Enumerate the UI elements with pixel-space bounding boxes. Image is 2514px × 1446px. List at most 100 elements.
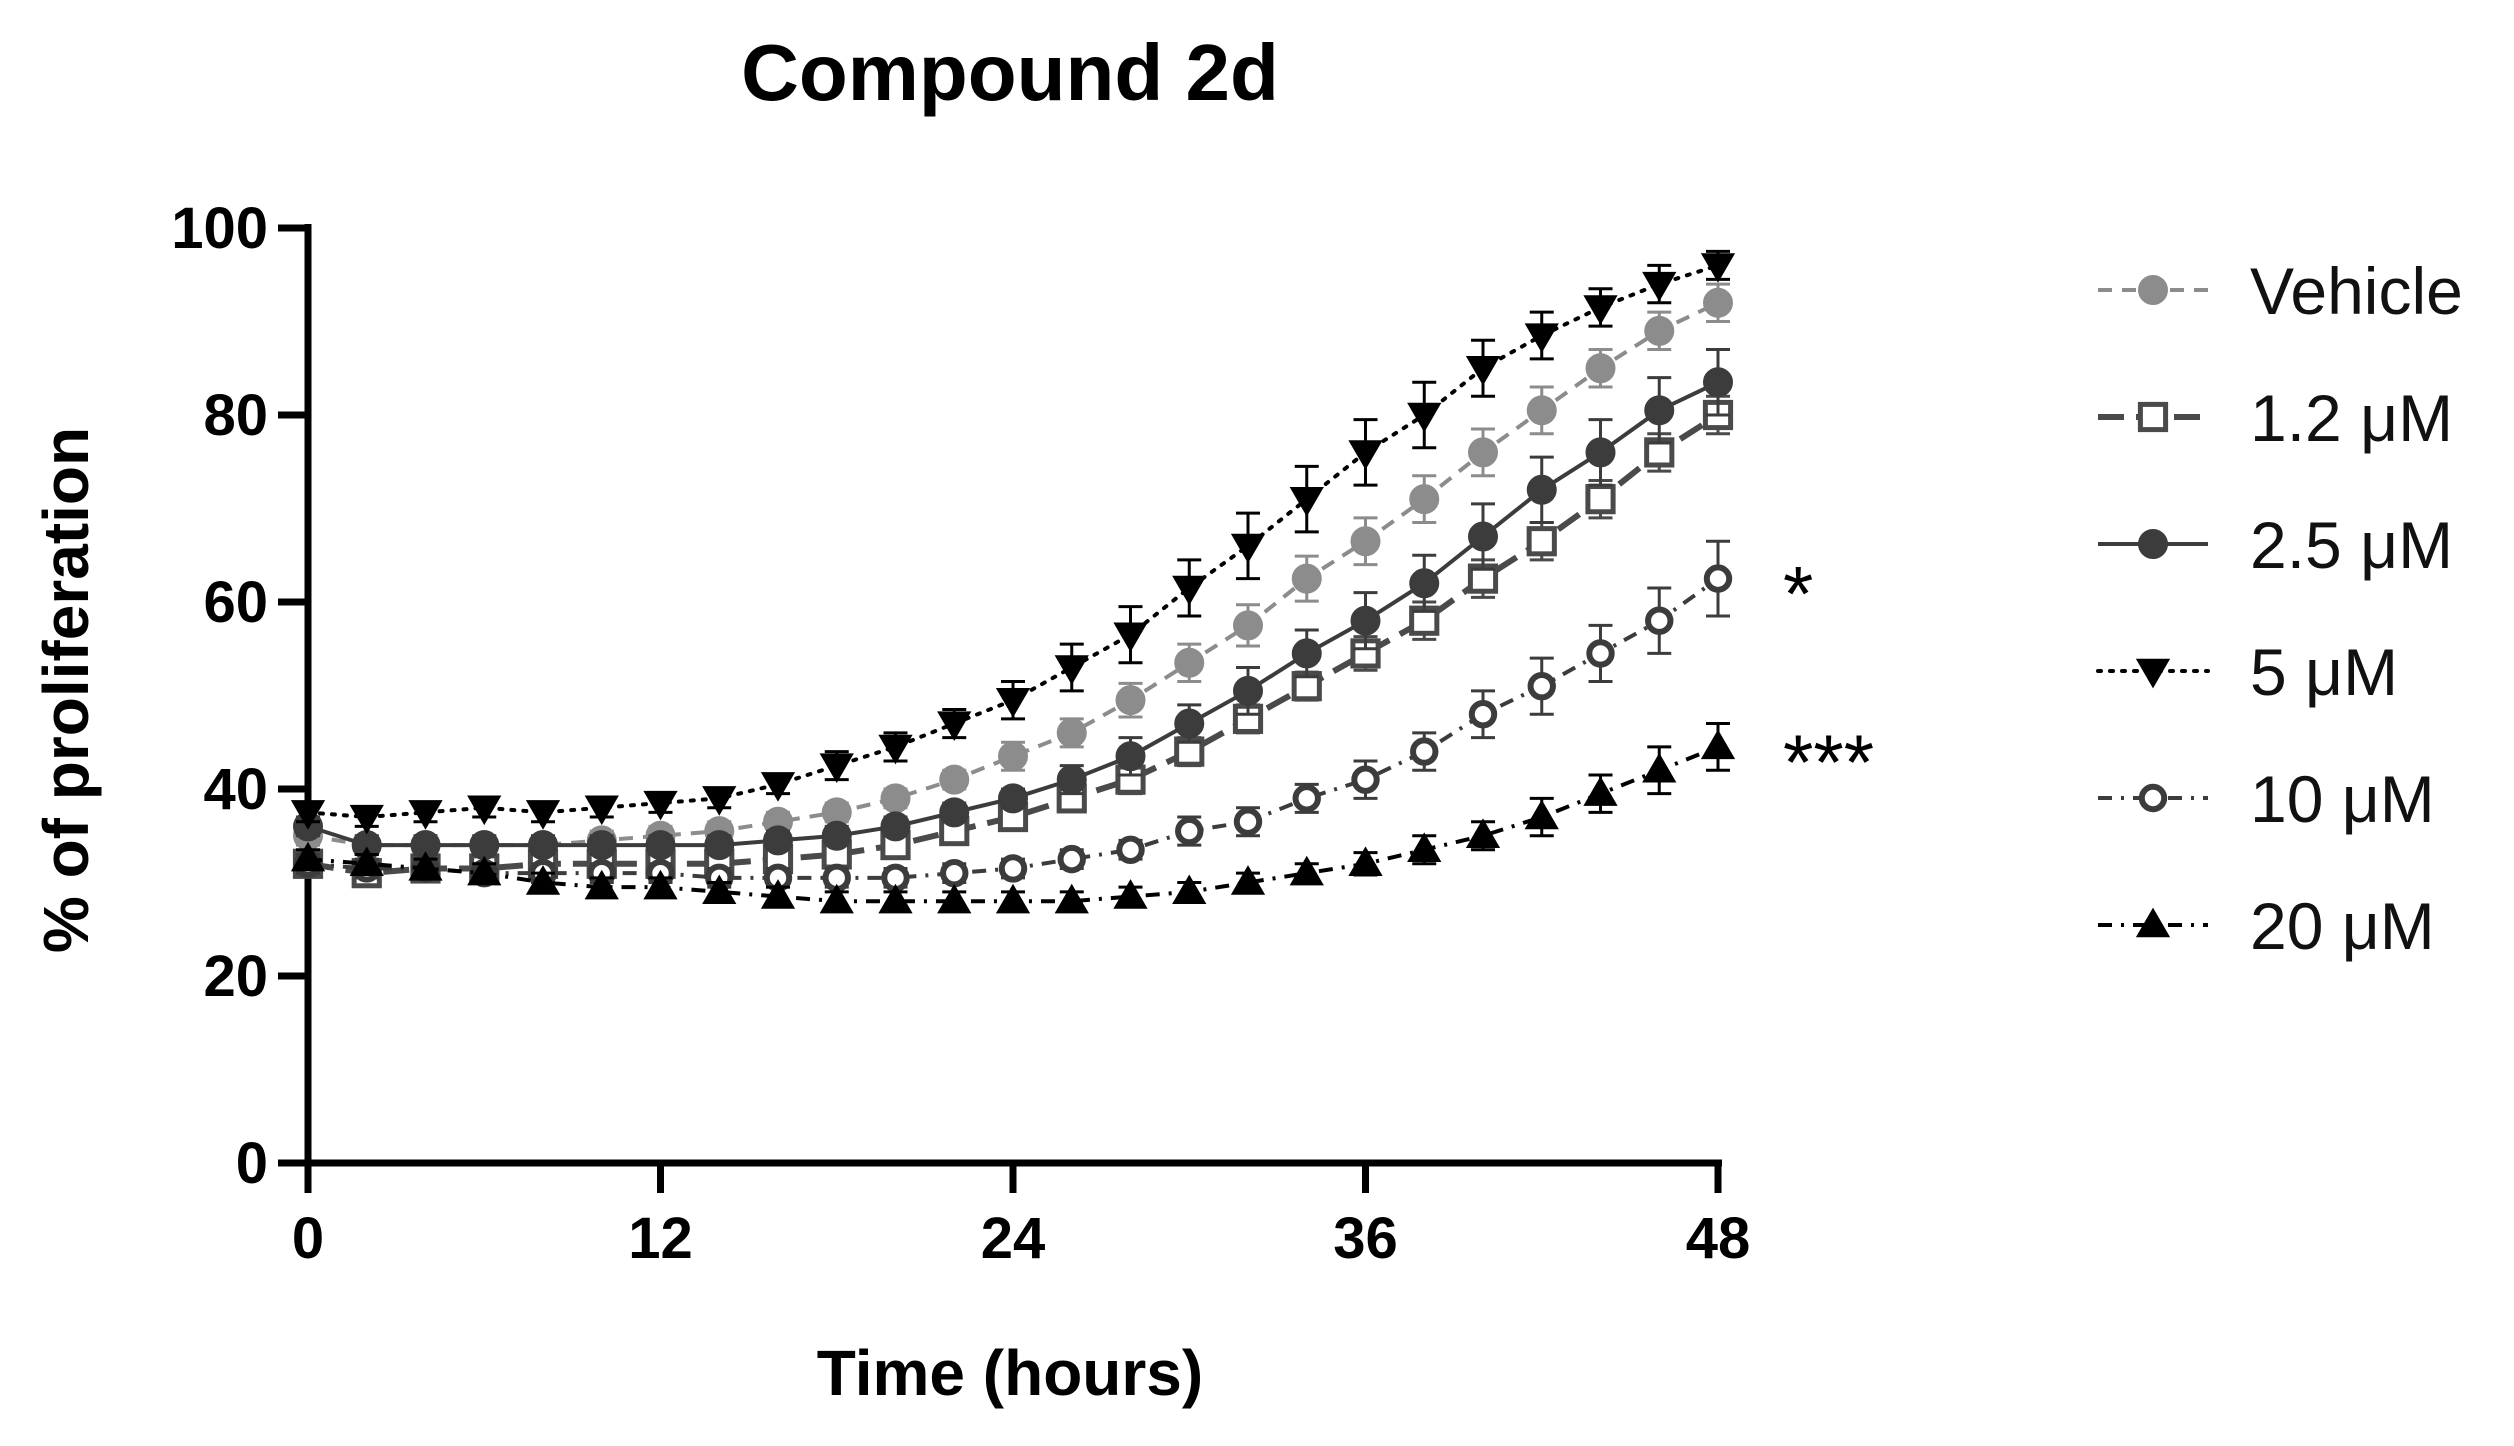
data-point	[1054, 883, 1089, 914]
series-line	[307, 380, 1719, 848]
data-point	[586, 830, 617, 861]
data-point	[878, 883, 913, 914]
data-point	[645, 830, 676, 861]
data-point	[643, 790, 678, 821]
data-point	[1468, 700, 1498, 729]
y-tick-label: 100	[171, 196, 268, 261]
series-line	[306, 263, 1720, 820]
data-point	[1230, 533, 1266, 564]
legend-marker	[2138, 783, 2168, 813]
data-point	[1291, 563, 1322, 594]
legend-item: Vehicle	[2098, 254, 2463, 328]
data-point	[819, 883, 854, 914]
series-2	[293, 348, 1733, 861]
x-tick-label: 0	[292, 1206, 324, 1271]
legend-marker	[2138, 275, 2168, 305]
data-point	[525, 800, 561, 830]
x-tick-label: 24	[981, 1206, 1046, 1271]
annotations: ****	[1783, 550, 1874, 806]
data-point	[349, 804, 384, 835]
data-point	[704, 830, 735, 861]
data-point	[1468, 521, 1498, 552]
data-point	[1056, 717, 1087, 748]
data-point	[1115, 685, 1146, 716]
data-point	[1583, 295, 1618, 325]
data-point	[1526, 474, 1557, 505]
data-point	[939, 764, 970, 795]
significance-annotation: *	[1783, 550, 1813, 638]
data-point	[1115, 741, 1146, 772]
legend-item: 5 μM	[2096, 635, 2398, 709]
data-point	[1175, 816, 1204, 846]
data-point	[1585, 484, 1616, 515]
data-point	[290, 800, 326, 830]
x-tick-label: 36	[1333, 1206, 1398, 1271]
data-point	[1350, 526, 1381, 557]
data-point	[760, 879, 796, 909]
data-point	[1233, 807, 1263, 836]
legend-marker	[2137, 401, 2169, 433]
data-point	[467, 795, 502, 826]
data-point	[1348, 846, 1383, 876]
data-point	[1703, 367, 1733, 398]
data-point	[1350, 605, 1381, 636]
legend-label: 1.2 μM	[2250, 381, 2453, 455]
data-point	[1407, 402, 1442, 433]
data-point	[290, 841, 326, 872]
y-tick-label: 40	[203, 757, 268, 822]
data-point	[1644, 395, 1675, 426]
data-point	[1057, 844, 1086, 874]
legend-marker	[2135, 658, 2171, 689]
x-tick-label: 12	[628, 1206, 693, 1271]
y-tick-label: 80	[203, 383, 268, 448]
data-point	[643, 869, 678, 900]
data-point	[1526, 526, 1557, 557]
data-point	[1465, 356, 1501, 386]
data-point	[880, 811, 911, 842]
data-point	[1585, 353, 1616, 384]
data-point	[998, 741, 1028, 772]
data-point	[1409, 568, 1440, 599]
legend-marker	[2135, 907, 2171, 938]
data-point	[1700, 729, 1736, 760]
data-point	[1348, 440, 1383, 470]
data-point	[1054, 655, 1089, 685]
series-line	[307, 576, 1720, 880]
series-layer	[290, 249, 1736, 914]
data-point	[1407, 832, 1442, 862]
data-point	[1233, 610, 1263, 641]
y-tick-label: 0	[236, 1131, 268, 1196]
y-axis-label: % of proliferation	[30, 427, 102, 953]
data-point	[1585, 437, 1616, 468]
data-point	[1172, 575, 1207, 606]
legend-label: 2.5 μM	[2250, 508, 2453, 582]
legend-item: 20 μM	[2098, 889, 2435, 963]
data-point	[1230, 865, 1266, 895]
data-point	[1700, 253, 1736, 283]
data-point	[1409, 484, 1440, 515]
data-point	[1524, 799, 1559, 830]
legend-label: 20 μM	[2250, 889, 2435, 963]
data-point	[525, 865, 561, 895]
legend-label: 10 μM	[2250, 762, 2435, 836]
legend-item: 2.5 μM	[2098, 508, 2453, 582]
data-point	[1289, 486, 1324, 517]
data-point	[1172, 874, 1207, 905]
y-tick-label: 20	[203, 944, 268, 1009]
data-point	[937, 883, 972, 914]
data-point	[1527, 671, 1556, 701]
data-point	[408, 851, 443, 881]
data-point	[469, 830, 500, 861]
data-point	[939, 797, 970, 828]
chart-title: Compound 2d	[741, 28, 1279, 117]
data-point	[819, 753, 854, 784]
y-tick-label: 60	[203, 570, 268, 635]
legend-label: Vehicle	[2250, 254, 2463, 328]
data-point	[1116, 835, 1145, 864]
data-point	[937, 711, 972, 741]
data-point	[1410, 737, 1439, 766]
data-point	[1644, 315, 1675, 346]
data-point	[1526, 395, 1557, 426]
data-point	[763, 825, 793, 856]
